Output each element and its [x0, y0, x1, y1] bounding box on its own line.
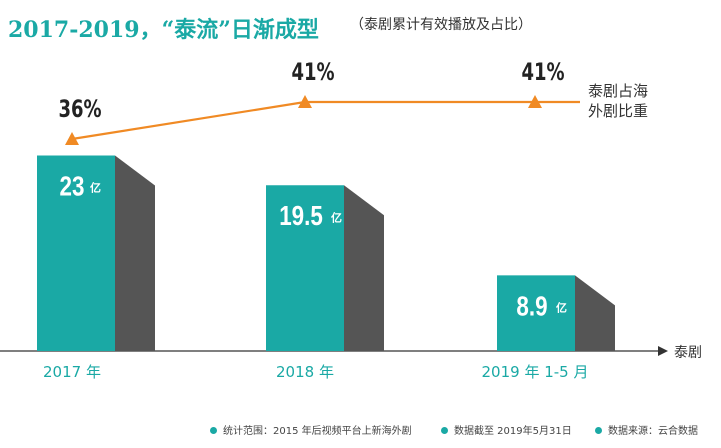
- line-value-label: 41%: [521, 59, 564, 87]
- line-value-label: 41%: [291, 59, 334, 87]
- bullet-icon: [595, 427, 602, 434]
- line-series: [71, 100, 580, 141]
- chart-subtitle: （泰剧累计有效播放及占比）: [350, 17, 532, 33]
- triangle-marker-icon: [528, 95, 542, 108]
- bar: [266, 185, 344, 351]
- bullet-icon: [210, 427, 217, 434]
- x-tick-label: 2017 年: [43, 363, 101, 381]
- x-tick-label: 2019 年 1-5 月: [482, 363, 589, 381]
- line-value-label: 36%: [58, 96, 101, 124]
- bar-value-label: 23: [60, 171, 85, 202]
- axis-arrow-icon: [658, 346, 668, 356]
- chart-title: 2017-2019，“泰流”日渐成型: [8, 17, 319, 43]
- triangle-marker-icon: [65, 132, 79, 145]
- bar-shadow: [115, 155, 155, 351]
- bar: [37, 155, 115, 351]
- footnote-1: 统计范围：2015 年后视频平台上新海外剧: [210, 422, 412, 437]
- bullet-icon: [441, 427, 448, 434]
- footnote-3: 数据来源：云合数据: [595, 422, 698, 437]
- footnote-text: 数据截至 2019年5月31日: [454, 426, 572, 437]
- footnote-text: 数据来源：云合数据: [608, 426, 698, 437]
- line-legend-label: 外剧比重: [588, 102, 648, 120]
- bar-unit-label: 亿: [331, 210, 342, 224]
- bar-shadow: [575, 275, 615, 351]
- bar-value-label: 8.9: [516, 291, 547, 322]
- bar-value-label: 19.5: [279, 201, 323, 232]
- triangle-marker-icon: [298, 95, 312, 108]
- x-tick-label: 2018 年: [276, 363, 334, 381]
- x-axis-label: 泰剧: [674, 345, 702, 361]
- bar-unit-label: 亿: [90, 181, 101, 195]
- footnote-2: 数据截至 2019年5月31日: [441, 422, 572, 437]
- bar-shadow: [344, 185, 384, 351]
- bar: [497, 275, 575, 351]
- footnote-text: 统计范围：2015 年后视频平台上新海外剧: [223, 426, 412, 437]
- bar-unit-label: 亿: [556, 300, 567, 314]
- line-legend-label: 泰剧占海: [588, 82, 648, 100]
